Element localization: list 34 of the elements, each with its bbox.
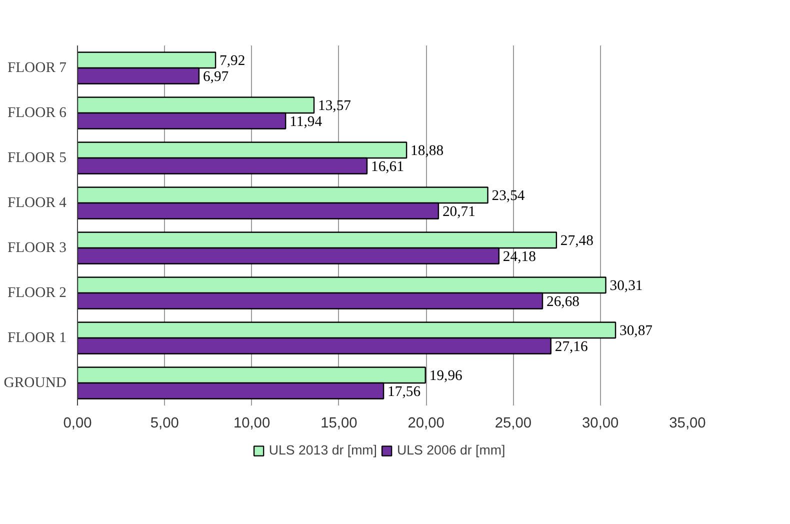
data-label: 30,31 (610, 278, 643, 294)
data-label: 26,68 (546, 294, 580, 310)
data-label: 6,97 (202, 68, 229, 85)
data-label: 17,56 (388, 384, 421, 400)
data-label: 30,87 (620, 323, 653, 340)
y-tick-label: GROUND (4, 375, 67, 391)
data-label: 19,96 (429, 368, 462, 384)
data-label: 18,88 (410, 143, 444, 160)
x-tick-label: 30,00 (582, 416, 619, 432)
data-label: 20,71 (442, 204, 476, 220)
data-label: 27,48 (560, 233, 594, 250)
data-label: 11,94 (290, 114, 323, 130)
data-label: 23,54 (492, 188, 526, 204)
data-label: 16,61 (370, 158, 404, 175)
x-tick-label: 15,00 (320, 416, 358, 432)
y-tick-label: FLOOR 7 (7, 60, 67, 76)
data-label: 13,57 (318, 98, 351, 114)
legend-label: ULS 2013 dr [mm] (268, 442, 377, 458)
data-label: 7,92 (220, 53, 246, 70)
x-tick-label: 0,00 (63, 416, 92, 432)
x-tick-label: 5,00 (150, 416, 179, 432)
legend-label: ULS 2006 dr [mm] (397, 442, 506, 458)
y-tick-label: FLOOR 4 (7, 195, 68, 211)
y-tick-label: FLOOR 1 (7, 330, 67, 346)
x-tick-label: 35,00 (669, 416, 706, 432)
y-tick-label: FLOOR 2 (7, 285, 67, 301)
y-tick-label: FLOOR 5 (7, 150, 67, 166)
x-tick-label: 25,00 (494, 416, 532, 432)
x-tick-label: 20,00 (408, 416, 444, 432)
data-label: 27,16 (554, 338, 588, 355)
y-tick-label: FLOOR 6 (7, 105, 67, 121)
y-tick-label: FLOOR 3 (7, 240, 67, 256)
x-tick-label: 10,00 (233, 416, 270, 432)
data-label: 24,18 (502, 248, 536, 265)
